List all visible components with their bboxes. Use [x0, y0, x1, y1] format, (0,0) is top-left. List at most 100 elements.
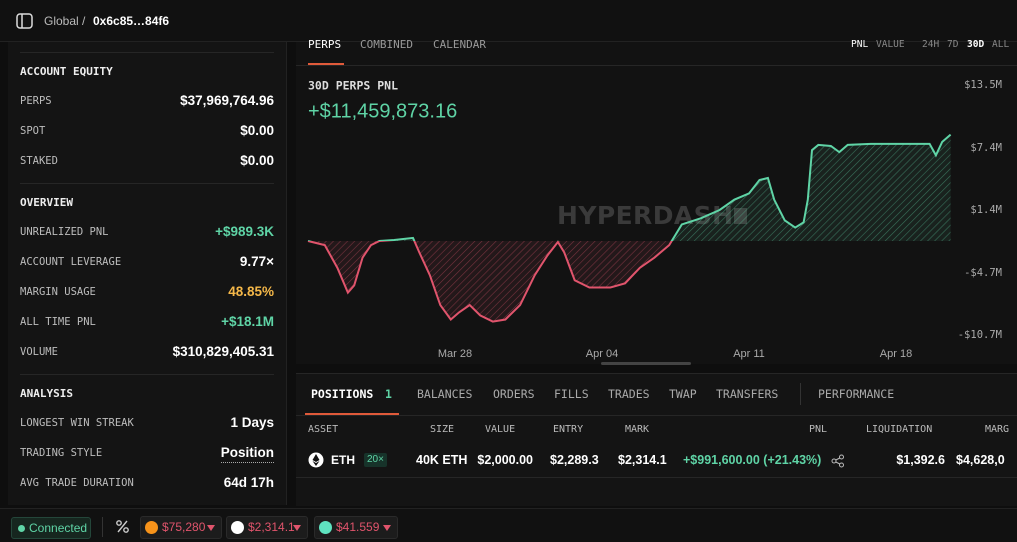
chart-title: 30D PERPS PNL [308, 79, 398, 93]
stat-label: LONGEST WIN STREAK [20, 417, 134, 429]
column-header: LIQUIDATION [866, 424, 933, 435]
size: 40K ETH [416, 453, 468, 467]
positions-tab[interactable]: POSITIONS [311, 387, 374, 401]
pnl-chart: HYPERDASH30D PERPS PNL+$11,459,873.16$13… [307, 79, 1002, 365]
ticker-price: $75,280 [162, 520, 206, 534]
chart-tab[interactable]: PERPS [308, 38, 342, 51]
chart-range[interactable]: 30D [967, 39, 985, 50]
stat-value: $310,829,405.31 [172, 344, 274, 359]
chart-range[interactable]: 24H [922, 39, 940, 50]
chart-range[interactable]: 7D [947, 39, 959, 50]
stat-value: Position [220, 444, 274, 463]
address: 0x6c85…84f6 [93, 14, 170, 28]
stat-value: +$989.3K [215, 224, 274, 239]
share-icon[interactable] [831, 454, 845, 468]
section-title: OVERVIEW [20, 196, 73, 209]
x-tick-label: Apr 11 [733, 348, 765, 360]
ticker-icon [231, 521, 244, 534]
stat-label: VOLUME [20, 346, 58, 358]
stat-label: UNREALIZED PNL [20, 226, 109, 238]
status-text: Connected [29, 521, 88, 535]
positions-tab[interactable]: TWAP [669, 387, 697, 401]
down-arrow [293, 525, 301, 531]
x-tick-label: Apr 04 [586, 348, 618, 360]
stat-value: 1 Days [230, 415, 274, 430]
chart-mode[interactable]: VALUE [876, 39, 905, 50]
top-bar [0, 0, 1017, 42]
percent-icon[interactable] [115, 519, 130, 534]
stat-value: $37,969,764.96 [180, 93, 274, 108]
divider [20, 374, 274, 375]
positions-tab[interactable]: PERFORMANCE [818, 387, 895, 401]
x-tick-label: Apr 18 [880, 348, 912, 360]
chart-tabs-line [296, 65, 1017, 66]
stat-label: ALL TIME PNL [20, 316, 96, 328]
stat-value: $0.00 [240, 123, 274, 138]
positions-tab[interactable]: BALANCES [417, 387, 473, 401]
stat-label: MARGIN USAGE [20, 286, 96, 298]
status-dot [18, 525, 25, 532]
positions-row-line [296, 477, 1017, 478]
value: $2,000.00 [477, 453, 533, 467]
column-header: VALUE [485, 424, 516, 435]
asset: ETH [331, 453, 355, 467]
stat-label: PERPS [20, 95, 52, 107]
chart-headline: +$11,459,873.16 [308, 100, 457, 122]
y-tick-label: $13.5M [964, 79, 1002, 91]
active-tab-underline [308, 63, 344, 65]
ticker-pill[interactable]: $41.559 [314, 516, 398, 539]
stat-label: AVG TRADE DURATION [20, 477, 134, 489]
ticker-icon [145, 521, 158, 534]
column-header: PNL [809, 424, 828, 435]
y-tick-label: $1.4M [970, 204, 1002, 216]
sidebar: ACCOUNT EQUITY PERPS $37,969,764.96 SPOT $0.… [8, 42, 287, 505]
ticker-icon [319, 521, 332, 534]
ticker-price: $41.559 [336, 520, 380, 534]
positions-tab[interactable]: FILLS [554, 387, 589, 401]
active-tab-underline [305, 413, 399, 415]
chart-range[interactable]: ALL [992, 39, 1010, 50]
positions-tab[interactable]: TRANSFERS [716, 387, 779, 401]
ticker-pill[interactable]: $2,314.1 [226, 516, 308, 539]
positions-tabs-line [296, 415, 1017, 416]
stat-label: ACCOUNT LEVERAGE [20, 256, 122, 268]
area-fill-up [379, 134, 951, 241]
positions-tab[interactable]: TRADES [608, 387, 650, 401]
footer-separator [102, 517, 103, 537]
y-tick-label: -$4.7M [964, 267, 1002, 279]
area-fill-down [308, 240, 951, 322]
chart-mode[interactable]: PNL [851, 39, 869, 50]
chart-tab[interactable]: CALENDAR [433, 38, 486, 51]
positions-panel [296, 373, 1017, 506]
positions-tab[interactable]: ORDERS [493, 387, 535, 401]
chart-tab[interactable]: COMBINED [360, 38, 413, 51]
leverage-badge: 20× [364, 453, 387, 467]
column-header: ENTRY [553, 424, 584, 435]
pnl-line [307, 133, 952, 323]
column-header: MARK [625, 424, 650, 435]
column-header: SIZE [430, 424, 455, 435]
liquidation: $1,392.6 [896, 453, 945, 467]
ticker-pill[interactable]: $75,280 [140, 516, 222, 539]
tabs-separator [800, 383, 801, 405]
stat-value: 48.85% [228, 284, 274, 299]
column-header: ASSET [308, 424, 339, 435]
pnl: +$991,600.00 (+21.43%) [683, 453, 822, 467]
resize-handle [601, 362, 691, 365]
stat-label: TRADING STYLE [20, 447, 103, 459]
breadcrumb-root[interactable]: Global / [44, 14, 86, 28]
down-arrow [383, 525, 391, 531]
column-header: MARG [985, 424, 1010, 435]
divider [20, 52, 274, 53]
section-title: ANALYSIS [20, 387, 73, 400]
positions-count: 1 [385, 387, 392, 401]
stat-label: STAKED [20, 155, 58, 167]
status-pill[interactable]: Connected [11, 517, 91, 539]
x-tick-label: Mar 28 [438, 348, 472, 360]
sidebar-toggle-icon[interactable] [16, 13, 33, 29]
margin: $4,628,0 [956, 453, 1005, 467]
y-tick-label: $7.4M [970, 142, 1002, 154]
stat-label: SPOT [20, 125, 46, 137]
section-title: ACCOUNT EQUITY [20, 65, 113, 78]
